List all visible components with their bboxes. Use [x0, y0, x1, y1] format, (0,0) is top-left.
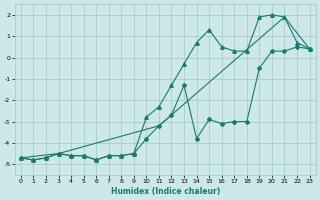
X-axis label: Humidex (Indice chaleur): Humidex (Indice chaleur) [111, 187, 220, 196]
